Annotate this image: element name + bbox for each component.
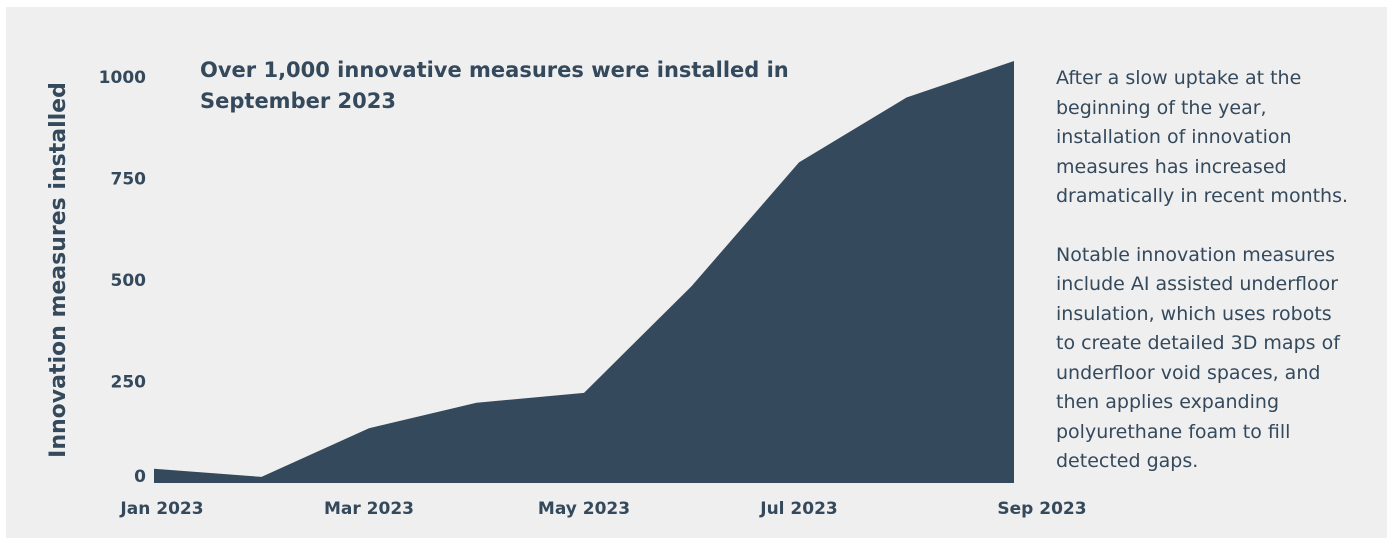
chart-title: Over 1,000 innovative measures were inst…	[200, 58, 789, 113]
y-tick-label: 1000	[99, 68, 146, 88]
x-tick-label: Jul 2023	[759, 499, 838, 519]
y-tick-label: 0	[134, 467, 146, 487]
side-notes: After a slow uptake at the beginning of …	[1056, 64, 1356, 506]
y-tick-label: 500	[111, 271, 147, 291]
x-tick-label: Jan 2023	[119, 499, 203, 519]
y-tick-labels: 0 250 500 750 1000	[99, 68, 146, 487]
x-tick-labels: Jan 2023 Mar 2023 May 2023 Jul 2023 Sep 2023	[119, 499, 1086, 519]
y-axis-title: Innovation measures installed	[46, 82, 71, 458]
x-tick-label: Sep 2023	[997, 499, 1086, 519]
note-paragraph-2: Notable innovation measures include AI a…	[1056, 243, 1340, 473]
y-tick-label: 250	[111, 373, 147, 393]
y-tick-label: 750	[111, 170, 147, 190]
note-paragraph-1: After a slow uptake at the beginning of …	[1056, 67, 1349, 207]
x-tick-label: May 2023	[538, 499, 630, 519]
area-series	[154, 61, 1014, 483]
x-tick-label: Mar 2023	[324, 499, 414, 519]
